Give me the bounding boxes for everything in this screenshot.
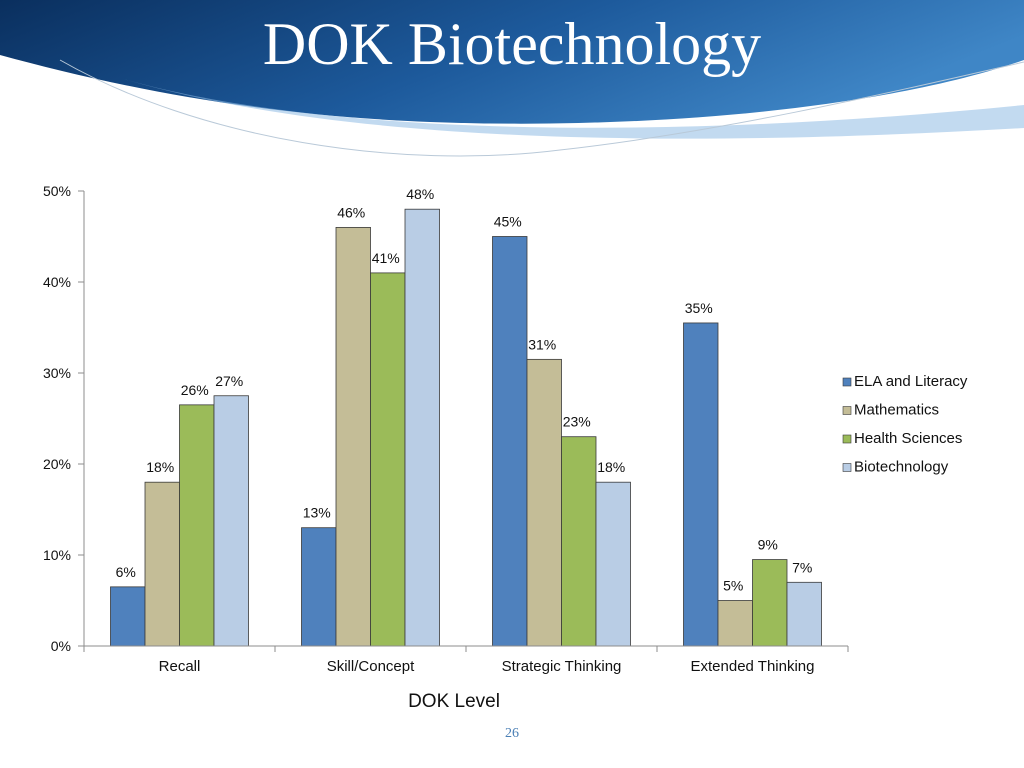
bar: [179, 404, 215, 647]
data-label: 18%: [597, 459, 625, 475]
data-label: 31%: [528, 336, 556, 352]
data-label: 18%: [146, 459, 174, 475]
bar: [752, 559, 788, 647]
data-label: 23%: [563, 414, 591, 430]
data-label: 35%: [685, 300, 713, 316]
data-label: 46%: [337, 204, 365, 220]
data-label: 41%: [372, 250, 400, 266]
y-tick-label: 40%: [43, 274, 71, 290]
header-wave: [0, 0, 1024, 124]
bar: [492, 236, 528, 647]
legend-label: ELA and Literacy: [854, 373, 968, 390]
bar: [370, 272, 406, 647]
data-label: 7%: [792, 559, 812, 575]
data-label: 5%: [723, 578, 743, 594]
y-tick-label: 0%: [51, 638, 71, 654]
data-label: 48%: [406, 186, 434, 202]
bar: [526, 358, 562, 647]
bar: [335, 226, 371, 647]
y-axis: 0% 10% 20% 30% 40% 50%: [43, 183, 85, 654]
bar: [786, 581, 822, 647]
bar: [683, 322, 719, 647]
legend-label: Mathematics: [854, 402, 939, 419]
header-swoosh-line: [59, 59, 1024, 157]
category-label: Extended Thinking: [691, 658, 815, 675]
header-swoosh-light: [120, 78, 1024, 139]
x-axis-title: DOK Level: [408, 691, 500, 712]
legend-swatch: [842, 406, 852, 415]
y-tick-label: 10%: [43, 547, 71, 563]
data-label: 45%: [494, 214, 522, 230]
bar: [301, 527, 337, 647]
data-label: 27%: [215, 373, 243, 389]
category-label: Skill/Concept: [327, 658, 415, 675]
bar: [717, 600, 753, 647]
legend: ELA and Literacy Mathematics Health Scienc…: [842, 373, 968, 476]
legend-swatch: [842, 434, 852, 444]
bar: [110, 586, 146, 647]
y-tick-label: 30%: [43, 365, 71, 381]
data-label: 9%: [758, 537, 778, 553]
data-label: 26%: [181, 382, 209, 398]
y-tick-label: 50%: [43, 183, 71, 199]
x-axis: Recall Skill/Concept Strategic Thinking Ext…: [83, 645, 849, 675]
legend-label: Biotechnology: [854, 459, 949, 476]
legend-swatch: [842, 463, 852, 472]
legend-label: Health Sciences: [854, 430, 962, 447]
data-label: 13%: [303, 505, 331, 521]
data-labels: 6% 13% 45% 35% 18% 46% 31% 5% 26% 41% 23% 9% 27% 48% 1…: [116, 186, 813, 593]
data-label: 6%: [116, 564, 136, 580]
bar: [595, 481, 631, 647]
bar: [213, 395, 249, 647]
y-tick-label: 20%: [43, 456, 71, 472]
page-number: 26: [505, 726, 519, 741]
slide-title: DOK Biotechnology: [262, 11, 762, 77]
slide-header-banner: [0, 0, 1024, 157]
bar: [144, 481, 180, 647]
bars: [110, 208, 822, 647]
bar: [404, 208, 440, 647]
legend-swatch: [842, 377, 852, 387]
bar: [561, 436, 597, 647]
category-label: Strategic Thinking: [502, 658, 622, 675]
category-label: Recall: [159, 658, 201, 675]
